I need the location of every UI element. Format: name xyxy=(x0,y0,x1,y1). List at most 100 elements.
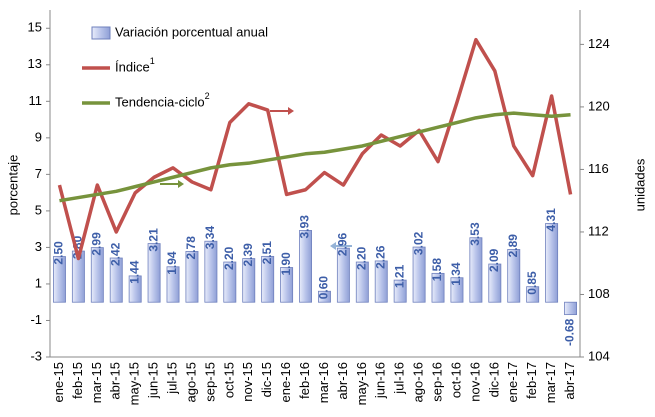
data-label: 2.51 xyxy=(260,241,274,265)
x-tick-label: ene-15 xyxy=(51,362,66,402)
data-label: 2.89 xyxy=(506,234,520,258)
bar xyxy=(507,249,521,303)
data-label: 3.02 xyxy=(411,231,425,255)
data-label: 3.21 xyxy=(146,228,160,252)
bar xyxy=(90,247,104,303)
y-axis-label: porcentaje xyxy=(5,155,20,216)
data-label: 3.53 xyxy=(468,222,482,246)
legend-label: Índice1 xyxy=(115,56,155,74)
data-label: 2.26 xyxy=(373,245,387,269)
bar xyxy=(109,257,123,303)
y-tick-label: -3 xyxy=(30,348,42,363)
bar xyxy=(355,261,369,303)
data-label: 2.50 xyxy=(52,241,66,265)
bar xyxy=(412,246,426,303)
data-label: 1.94 xyxy=(165,251,179,275)
bar xyxy=(336,247,350,303)
bar xyxy=(431,272,445,303)
y2-tick-label: 108 xyxy=(588,286,610,301)
x-tick-label: may-15 xyxy=(127,362,142,405)
x-tick-label: abr-16 xyxy=(335,362,350,400)
bar xyxy=(147,243,161,303)
bar xyxy=(128,275,142,303)
x-tick-label: mar-16 xyxy=(316,362,331,403)
x-tick-label: feb-17 xyxy=(524,362,539,399)
legend-item: Variación porcentual anual xyxy=(91,24,268,40)
x-tick-label: oct-16 xyxy=(448,362,463,398)
data-label: -0.68 xyxy=(563,318,577,346)
bar xyxy=(204,240,218,303)
x-tick-label: dic-16 xyxy=(486,362,501,397)
arrows xyxy=(160,107,352,250)
y-tick-label: 13 xyxy=(28,56,42,71)
y2-tick-label: 104 xyxy=(588,348,610,363)
x-tick-label: feb-16 xyxy=(297,362,312,399)
data-label: 0.60 xyxy=(317,276,331,300)
x-tick-label: ago-16 xyxy=(411,362,426,402)
y2-tick-label: 124 xyxy=(588,36,610,51)
bar xyxy=(299,230,312,303)
x-tick-label: jun-16 xyxy=(373,362,388,399)
y2-tick-label: 112 xyxy=(588,223,609,238)
bar xyxy=(166,266,180,303)
data-label: 4.31 xyxy=(544,208,558,232)
data-label: 1.44 xyxy=(127,260,141,284)
x-tick-label: abr-15 xyxy=(108,362,123,400)
decor xyxy=(175,110,350,220)
legend-superscript: 1 xyxy=(150,56,155,66)
bar xyxy=(488,263,502,303)
bar xyxy=(280,267,294,303)
bar xyxy=(564,301,577,316)
data-label: 1.21 xyxy=(392,264,406,288)
bar xyxy=(261,255,275,303)
bar xyxy=(185,251,199,303)
data-label: 2.78 xyxy=(184,236,198,260)
legend-item: Tendencia-ciclo2 xyxy=(82,91,210,109)
legend-superscript: 2 xyxy=(205,91,210,101)
bar xyxy=(53,256,66,303)
data-label: 1.90 xyxy=(279,252,293,276)
data-label: 2.96 xyxy=(336,232,350,256)
x-tick-label: feb-15 xyxy=(70,362,85,399)
data-label: 1.34 xyxy=(449,262,463,286)
legend-swatch xyxy=(91,26,111,40)
data-label: 2.42 xyxy=(108,242,122,266)
bar xyxy=(450,277,464,303)
bar xyxy=(71,250,85,303)
data-label: 1.58 xyxy=(430,258,444,282)
x-tick-label: jul-16 xyxy=(392,362,407,395)
x-tick-label: nov-15 xyxy=(240,362,255,402)
y-tick-label: 9 xyxy=(35,129,42,144)
data-label: 2.39 xyxy=(241,243,255,267)
legend-label: Tendencia-ciclo2 xyxy=(115,91,210,109)
y-tick-label: -1 xyxy=(30,312,42,327)
data-label: 3.34 xyxy=(203,226,217,250)
x-tick-label: mar-17 xyxy=(543,362,558,403)
y-tick-label: 1 xyxy=(35,275,42,290)
bar xyxy=(526,286,540,303)
bar xyxy=(223,261,237,303)
bar xyxy=(469,237,483,303)
bar xyxy=(393,279,407,303)
data-label: 2.20 xyxy=(222,246,236,270)
x-tick-label: sep-16 xyxy=(429,362,444,402)
x-tick-label: jun-15 xyxy=(146,362,161,399)
y2-tick-label: 120 xyxy=(588,98,610,113)
x-tick-label: ene-17 xyxy=(505,362,520,402)
y-tick-label: 3 xyxy=(35,239,42,254)
data-label: 2.09 xyxy=(487,248,501,272)
y-tick-label: 7 xyxy=(35,166,42,181)
data-label: 2.20 xyxy=(354,246,368,270)
y2-tick-label: 116 xyxy=(588,161,609,176)
x-tick-label: dic-15 xyxy=(259,362,274,397)
y-tick-label: 15 xyxy=(28,20,42,35)
x-tick-label: nov-16 xyxy=(467,362,482,402)
data-label: 3.93 xyxy=(298,215,312,239)
legend-label: Variación porcentual anual xyxy=(115,24,268,39)
x-tick-label: may-16 xyxy=(354,362,369,405)
data-label: 0.85 xyxy=(525,271,539,295)
x-tick-label: sep-15 xyxy=(202,362,217,402)
x-tick-label: mar-15 xyxy=(89,362,104,403)
bar xyxy=(242,258,256,303)
